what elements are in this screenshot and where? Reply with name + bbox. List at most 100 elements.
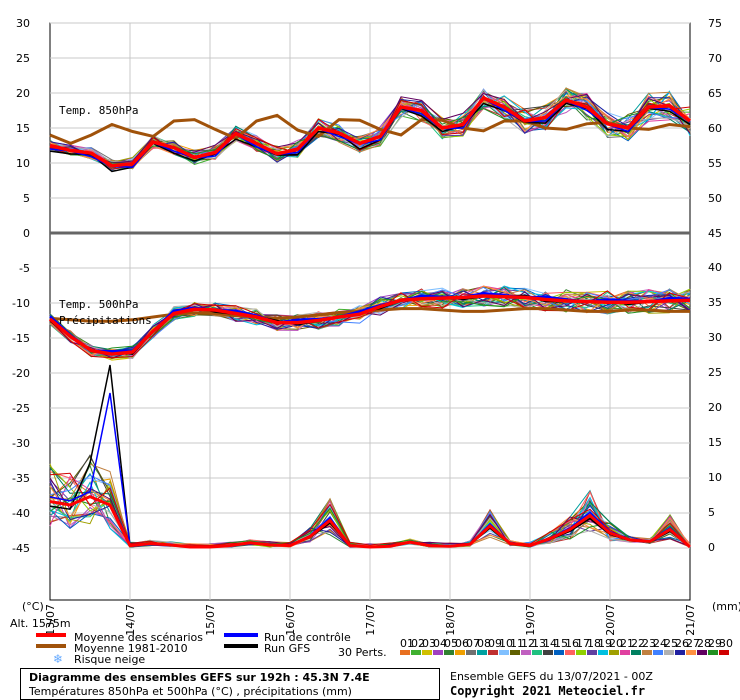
label-t500: Temp. 500hPa <box>59 298 138 311</box>
pert-label: 21 <box>620 637 634 650</box>
left-tick-label: 20 <box>16 87 30 100</box>
pert-swatch <box>422 650 432 655</box>
legend-mean-swatch <box>36 633 66 637</box>
legend-gfs-label: Run GFS <box>264 642 310 655</box>
pert-label: 28 <box>697 637 711 650</box>
pert-swatch <box>565 650 575 655</box>
left-unit: (°C) <box>22 600 44 613</box>
pert-label: 24 <box>653 637 667 650</box>
run-info: Ensemble GEFS du 13/07/2021 - 00Z <box>450 670 653 683</box>
pert-label: 23 <box>642 637 656 650</box>
pert-swatch <box>719 650 729 655</box>
x-tick-label: 15/07 <box>204 604 217 636</box>
right-tick-label: 0 <box>708 541 715 554</box>
pert-swatch <box>455 650 465 655</box>
right-tick-label: 15 <box>708 436 722 449</box>
member-line-t850 <box>49 87 691 163</box>
left-tick-label: -20 <box>12 367 30 380</box>
pert-label: 18 <box>587 637 601 650</box>
x-tick-label: 18/07 <box>444 604 457 636</box>
pert-swatch <box>433 650 443 655</box>
right-tick-label: 10 <box>708 471 722 484</box>
x-tick-label: 17/07 <box>364 604 377 636</box>
pert-swatch <box>499 650 509 655</box>
pert-label: 15 <box>554 637 568 650</box>
legend-mean-label: Moyenne des scénarios <box>74 631 203 644</box>
right-tick-label: 25 <box>708 366 722 379</box>
altitude-label: Alt. 1575m <box>10 617 71 630</box>
right-unit: (mm) <box>712 600 740 613</box>
pert-label: 22 <box>631 637 645 650</box>
left-tick-label: -30 <box>12 437 30 450</box>
legend-climate-swatch <box>36 644 66 648</box>
snowflake-icon: ❄ <box>53 652 63 666</box>
mean-line-t500 <box>48 294 691 356</box>
legend-snow-label: Risque neige <box>74 653 145 666</box>
left-tick-label: 25 <box>16 52 30 65</box>
pert-swatch <box>642 650 652 655</box>
pert-label: 26 <box>675 637 689 650</box>
pert-label: 29 <box>708 637 722 650</box>
pert-label: 04 <box>433 637 447 650</box>
pert-swatch <box>609 650 619 655</box>
pert-swatch <box>488 650 498 655</box>
mean-lines <box>48 95 692 549</box>
pert-label: 17 <box>576 637 590 650</box>
x-axis-ticks: 13/07 14/07 15/07 16/07 17/07 18/07 19/07 20/07… <box>44 604 697 636</box>
x-tick-label: 19/07 <box>524 604 537 636</box>
right-tick-label: 35 <box>708 296 722 309</box>
pert-label: 02 <box>411 637 425 650</box>
left-tick-label: 30 <box>16 17 30 30</box>
pert-label: 12 <box>521 637 535 650</box>
left-axis-ticks: 30 25 20 15 10 5 0 -5 -10 -15 -20 -25 -30 -35 -40 -45 <box>12 17 30 555</box>
mean-line-precip <box>49 494 691 549</box>
pert-swatch <box>675 650 685 655</box>
pert-swatch <box>620 650 630 655</box>
pert-label: 08 <box>477 637 491 650</box>
copyright: Copyright 2021 Meteociel.fr <box>450 684 646 698</box>
footer-title-box: Diagramme des ensembles GEFS sur 192h : … <box>20 668 440 700</box>
legend-control-swatch <box>224 633 258 637</box>
pert-swatch <box>543 650 553 655</box>
left-tick-label: -40 <box>12 507 30 520</box>
mean-line-t850 <box>49 95 692 168</box>
left-tick-label: 0 <box>23 227 30 240</box>
pert-label: 13 <box>532 637 546 650</box>
pert-swatch <box>653 650 663 655</box>
right-tick-label: 55 <box>708 157 722 170</box>
chart-subtitle: Températures 850hPa et 500hPa (°C) , pré… <box>29 685 352 698</box>
pert-swatch <box>466 650 476 655</box>
pert-label: 14 <box>543 637 557 650</box>
pert-swatch <box>510 650 520 655</box>
pert-swatch <box>598 650 608 655</box>
pert-swatch <box>477 650 487 655</box>
pert-label: 06 <box>455 637 469 650</box>
left-tick-label: -45 <box>12 542 30 555</box>
pert-label: 07 <box>466 637 480 650</box>
right-tick-label: 30 <box>708 331 722 344</box>
pert-swatch <box>400 650 410 655</box>
right-tick-label: 60 <box>708 122 722 135</box>
pert-swatch <box>587 650 597 655</box>
left-tick-label: -25 <box>12 402 30 415</box>
pert-label: 30 <box>719 637 733 650</box>
pert-label: 25 <box>664 637 678 650</box>
left-tick-label: 5 <box>23 192 30 205</box>
pert-label: 05 <box>444 637 458 650</box>
pert-label: 11 <box>510 637 524 650</box>
x-tick-label: 13/07 <box>44 604 57 636</box>
pert-swatch <box>631 650 641 655</box>
pert-label: 01 <box>400 637 414 650</box>
left-tick-label: 10 <box>16 157 30 170</box>
pert-label: 16 <box>565 637 579 650</box>
legend-control-label: Run de contrôle <box>264 631 351 644</box>
left-tick-label: -35 <box>12 472 30 485</box>
perts-swatches: 0102030405060708091011121314151617181920… <box>400 637 733 655</box>
x-tick-label: 21/07 <box>684 604 697 636</box>
right-tick-label: 20 <box>708 401 722 414</box>
right-tick-label: 75 <box>708 17 722 30</box>
pert-swatch <box>697 650 707 655</box>
right-tick-label: 70 <box>708 52 722 65</box>
pert-label: 20 <box>609 637 623 650</box>
member-line-t500 <box>49 290 691 354</box>
